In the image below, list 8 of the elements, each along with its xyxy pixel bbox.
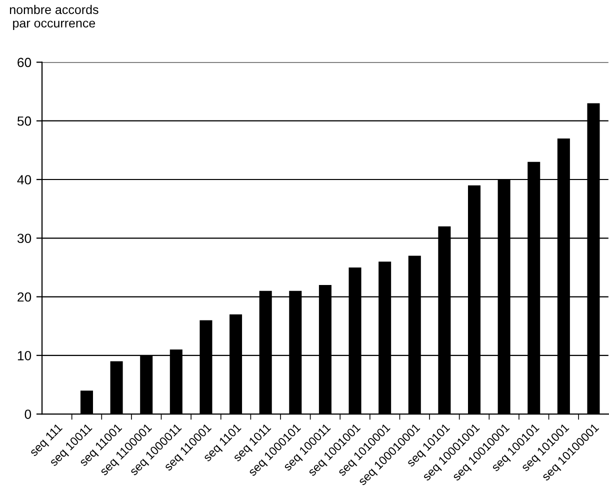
y-tick-label: 10 — [18, 350, 32, 360]
y-tick-label: 0 — [24, 410, 32, 419]
y-tick-label: 30 — [17, 234, 32, 244]
y-axis-title: nombre accords par occurrence — [10, 4, 98, 30]
y-tick-label: 20 — [18, 292, 32, 302]
y-tick-label: 40 — [17, 175, 32, 184]
y-tick-label: 60 — [18, 58, 32, 68]
y-tick-label: 50 — [17, 116, 32, 126]
